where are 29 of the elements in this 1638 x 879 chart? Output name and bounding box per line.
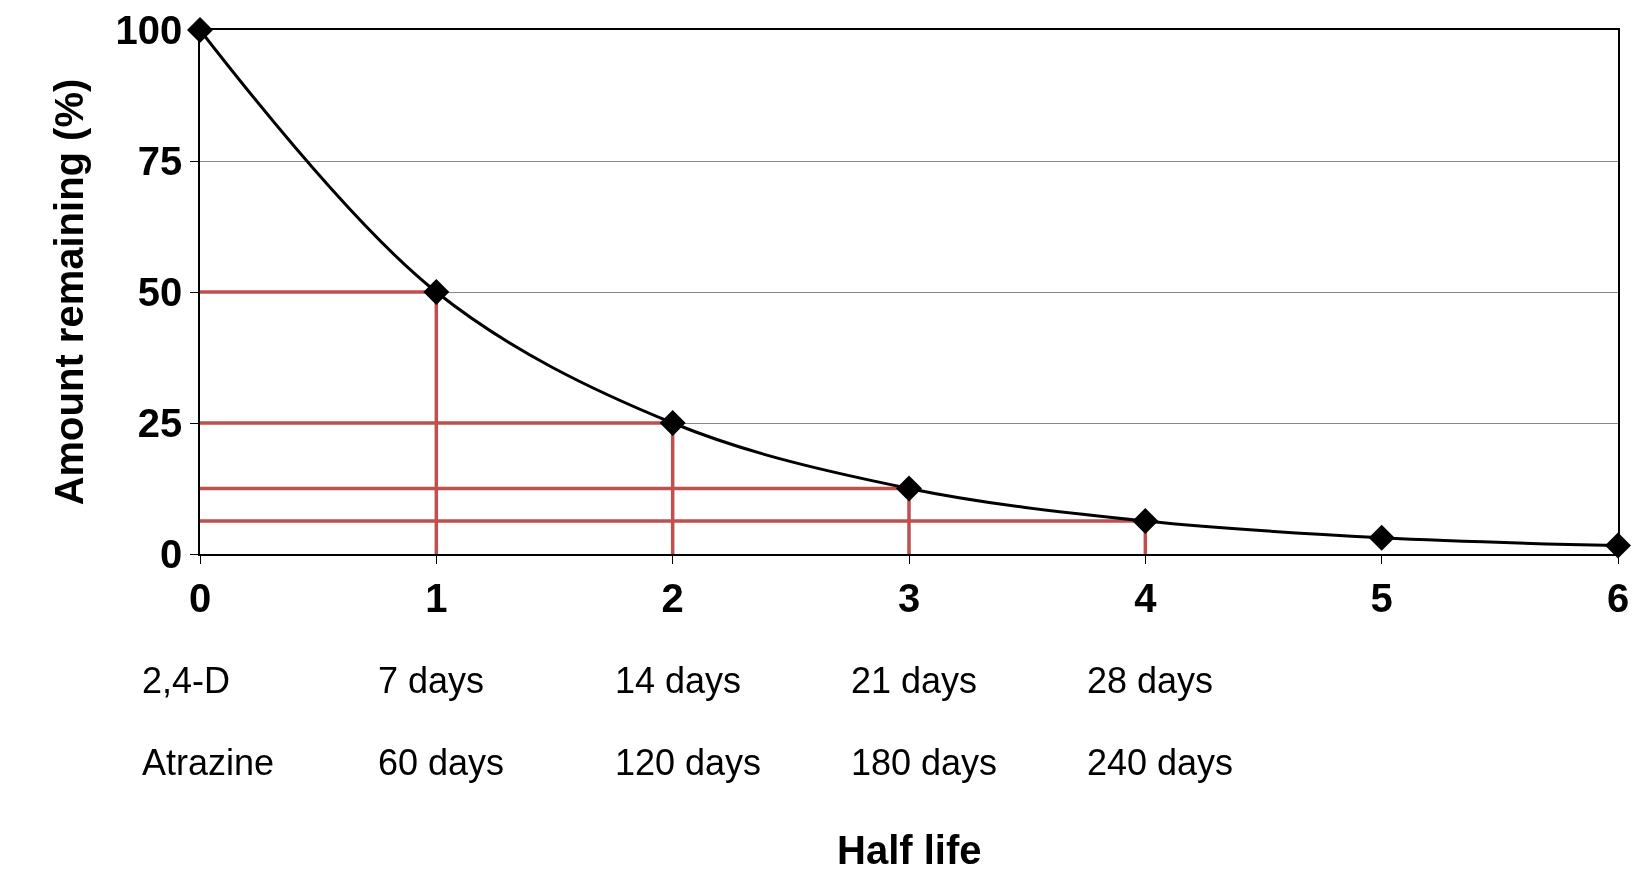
text: 7 days (378, 660, 485, 701)
y-tick-label: 0 (160, 532, 183, 576)
text: 14 days (615, 660, 742, 701)
x-tick-label: 6 (1606, 575, 1630, 620)
y-axis-title: Amount remaining (%) (46, 78, 91, 506)
text: 240 days (1087, 742, 1234, 783)
point (1132, 507, 1159, 534)
text: 60 days (378, 742, 505, 783)
text: Half life (837, 828, 982, 872)
x-tick-label: 1 (425, 575, 448, 620)
x-tick-label: 2 (661, 575, 684, 620)
text: 21 days (851, 660, 978, 701)
x-tick-label: 3 (897, 575, 921, 620)
y-tick-label: 75 (137, 139, 183, 183)
point (896, 475, 922, 502)
x-tick-label: 0 (188, 575, 212, 620)
text: Atrazine (142, 742, 275, 783)
point (659, 410, 686, 436)
y-tick-label: 50 (137, 270, 183, 314)
text: 180 days (851, 742, 998, 783)
text: 28 days (1087, 660, 1214, 701)
y-tick-label: 100 (115, 8, 183, 52)
text: 120 days (615, 742, 762, 783)
point (423, 279, 450, 305)
text: 2,4-D (142, 660, 231, 701)
y-tick-label: 25 (137, 401, 183, 445)
point (1368, 524, 1395, 551)
x-tick-label: 5 (1370, 575, 1393, 620)
x-tick-label: 4 (1134, 575, 1158, 620)
